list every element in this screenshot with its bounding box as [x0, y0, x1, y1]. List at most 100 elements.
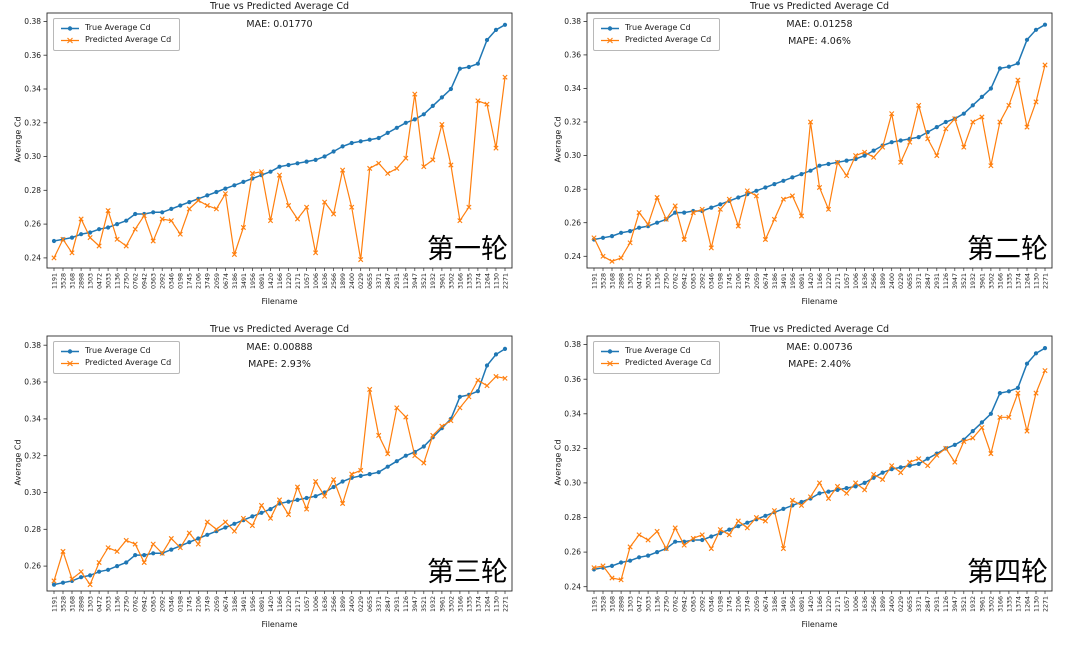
legend-entry-predicted: Predicted Average Cd	[60, 34, 171, 46]
svg-text:0762: 0762	[673, 596, 680, 612]
svg-text:1335: 1335	[466, 596, 473, 612]
chart-title: True vs Predicted Average Cd	[749, 324, 890, 335]
svg-text:0363: 0363	[151, 596, 158, 612]
svg-text:3749: 3749	[745, 273, 752, 289]
svg-text:1136: 1136	[655, 273, 662, 289]
stats-block: MAE: 0.00736 MAPE: 2.40%	[587, 339, 1052, 373]
svg-text:3491: 3491	[781, 596, 788, 612]
true-series-swatch-icon	[61, 25, 79, 31]
svg-text:3371: 3371	[916, 596, 923, 612]
svg-text:3371: 3371	[376, 273, 383, 289]
svg-text:2271: 2271	[1042, 596, 1049, 612]
svg-text:0363: 0363	[691, 596, 698, 612]
svg-text:0.24: 0.24	[564, 582, 581, 591]
svg-text:1264: 1264	[484, 273, 491, 289]
svg-text:0.26: 0.26	[564, 548, 581, 557]
svg-text:0655: 0655	[907, 596, 914, 612]
svg-text:0229: 0229	[358, 273, 365, 289]
svg-text:1932: 1932	[970, 273, 977, 289]
svg-text:3749: 3749	[205, 273, 212, 289]
svg-text:3947: 3947	[952, 273, 959, 289]
svg-text:1956: 1956	[250, 596, 257, 612]
predicted-series-line	[51, 373, 508, 588]
svg-text:1006: 1006	[313, 596, 320, 612]
svg-text:0.36: 0.36	[24, 378, 41, 387]
svg-text:0472: 0472	[637, 273, 644, 289]
legend-label-predicted: Predicted Average Cd	[625, 35, 712, 44]
svg-text:1303: 1303	[628, 273, 635, 289]
svg-text:3186: 3186	[232, 273, 239, 289]
svg-text:3961: 3961	[979, 596, 986, 612]
svg-text:0198: 0198	[718, 596, 725, 612]
x-axis-ticks: 1191 3528 3168 2898 1303 0472 3033 1136 2750 0762…	[591, 268, 1049, 289]
svg-text:2898: 2898	[79, 273, 86, 289]
svg-text:1264: 1264	[1024, 596, 1031, 612]
svg-text:2847: 2847	[925, 596, 932, 612]
svg-text:0942: 0942	[682, 273, 689, 289]
svg-text:3168: 3168	[609, 596, 616, 612]
svg-text:2750: 2750	[124, 273, 131, 289]
svg-text:3166: 3166	[457, 596, 464, 612]
legend-entry-predicted: Predicted Average Cd	[60, 357, 171, 369]
svg-text:3749: 3749	[745, 596, 752, 612]
legend: True Average Cd Predicted Average Cd	[53, 341, 181, 374]
svg-text:1220: 1220	[826, 596, 833, 612]
mae-text: MAE: 0.01770	[246, 19, 313, 30]
svg-text:0.34: 0.34	[24, 415, 41, 424]
svg-text:2171: 2171	[295, 596, 302, 612]
svg-text:1636: 1636	[322, 273, 329, 289]
chart-panel-round-2: True vs Predicted Average Cd MAE: 0.0125…	[540, 0, 1080, 323]
svg-text:1006: 1006	[853, 596, 860, 612]
round-label: 第三轮	[427, 557, 508, 588]
svg-text:1057: 1057	[304, 273, 311, 289]
predicted-series-swatch-icon	[61, 37, 79, 43]
svg-text:3166: 3166	[457, 273, 464, 289]
svg-text:2931: 2931	[394, 596, 401, 612]
svg-text:0655: 0655	[367, 273, 374, 289]
svg-text:2847: 2847	[385, 596, 392, 612]
svg-text:2106: 2106	[736, 273, 743, 289]
svg-text:0346: 0346	[169, 596, 176, 612]
svg-text:1899: 1899	[340, 273, 347, 289]
svg-text:3302: 3302	[448, 596, 455, 612]
true-series-swatch-icon	[601, 348, 619, 354]
svg-text:2847: 2847	[925, 273, 932, 289]
round-label: 第一轮	[427, 234, 508, 265]
svg-text:1303: 1303	[88, 273, 95, 289]
svg-text:1006: 1006	[313, 273, 320, 289]
svg-text:0891: 0891	[799, 596, 806, 612]
svg-text:2271: 2271	[502, 596, 509, 612]
svg-text:3166: 3166	[997, 273, 1004, 289]
svg-text:0346: 0346	[709, 273, 716, 289]
svg-text:3033: 3033	[106, 596, 113, 612]
svg-text:1636: 1636	[862, 273, 869, 289]
svg-text:3168: 3168	[69, 273, 76, 289]
y-axis-label: Average Cd	[553, 439, 563, 486]
svg-text:1899: 1899	[880, 596, 887, 612]
svg-text:1166: 1166	[277, 273, 284, 289]
svg-text:0674: 0674	[223, 596, 230, 612]
svg-text:0.26: 0.26	[24, 562, 41, 571]
chart-panel-round-3: True vs Predicted Average Cd MAE: 0.0088…	[0, 323, 540, 646]
svg-text:3528: 3528	[600, 273, 607, 289]
svg-text:3961: 3961	[439, 273, 446, 289]
svg-text:0.32: 0.32	[24, 118, 41, 127]
legend-label-true: True Average Cd	[85, 23, 151, 32]
mae-text: MAE: 0.00888	[246, 342, 313, 353]
mape-text: MAPE: 2.93%	[248, 359, 311, 370]
svg-text:3528: 3528	[60, 596, 67, 612]
svg-text:1220: 1220	[286, 273, 293, 289]
svg-text:0.30: 0.30	[24, 152, 41, 161]
y-axis-ticks: 0.24 0.26 0.28 0.30 0.32 0.34 0.36 0.38	[564, 340, 587, 591]
svg-text:1932: 1932	[430, 596, 437, 612]
svg-text:2171: 2171	[295, 273, 302, 289]
svg-text:2750: 2750	[664, 273, 671, 289]
svg-text:1420: 1420	[268, 273, 275, 289]
svg-text:3528: 3528	[60, 273, 67, 289]
svg-text:1745: 1745	[187, 273, 194, 289]
svg-text:1126: 1126	[943, 596, 950, 612]
svg-text:0891: 0891	[259, 273, 266, 289]
svg-text:1130: 1130	[493, 273, 500, 289]
svg-text:1006: 1006	[853, 273, 860, 289]
legend-entry-predicted: Predicted Average Cd	[600, 357, 711, 369]
